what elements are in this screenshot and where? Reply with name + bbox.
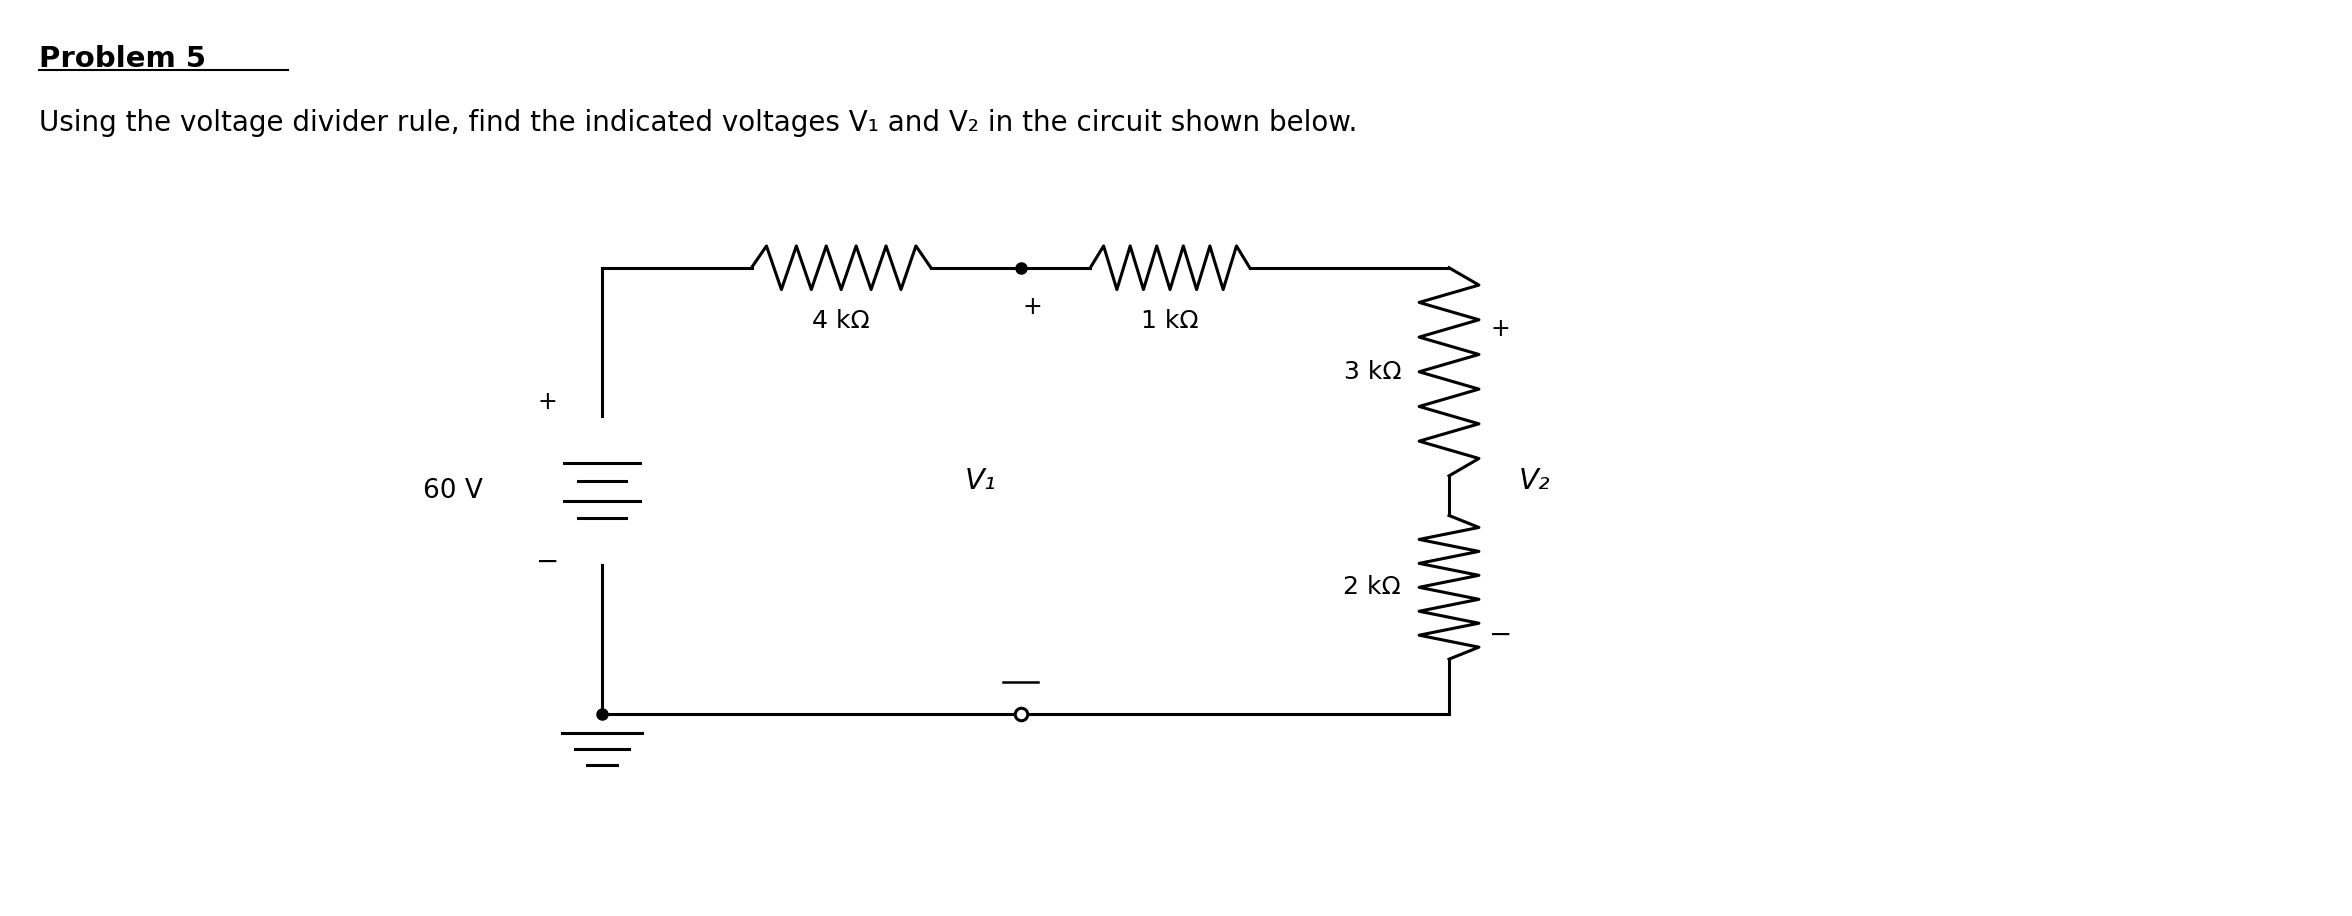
Text: 4 kΩ: 4 kΩ xyxy=(811,310,870,333)
Text: V₂: V₂ xyxy=(1519,467,1550,495)
Text: V₁: V₁ xyxy=(964,467,997,495)
Text: −: − xyxy=(536,548,560,576)
Text: +: + xyxy=(1023,296,1042,320)
Text: −: − xyxy=(1489,620,1512,649)
Text: Problem 5: Problem 5 xyxy=(40,45,207,72)
Text: 1 kΩ: 1 kΩ xyxy=(1141,310,1200,333)
Text: +: + xyxy=(536,389,557,413)
Text: 2 kΩ: 2 kΩ xyxy=(1343,575,1402,599)
Text: 3 kΩ: 3 kΩ xyxy=(1343,360,1402,384)
Text: Using the voltage divider rule, find the indicated voltages V₁ and V₂ in the cir: Using the voltage divider rule, find the… xyxy=(40,109,1357,137)
Text: +: + xyxy=(1491,317,1510,341)
Text: 60 V: 60 V xyxy=(423,478,482,504)
